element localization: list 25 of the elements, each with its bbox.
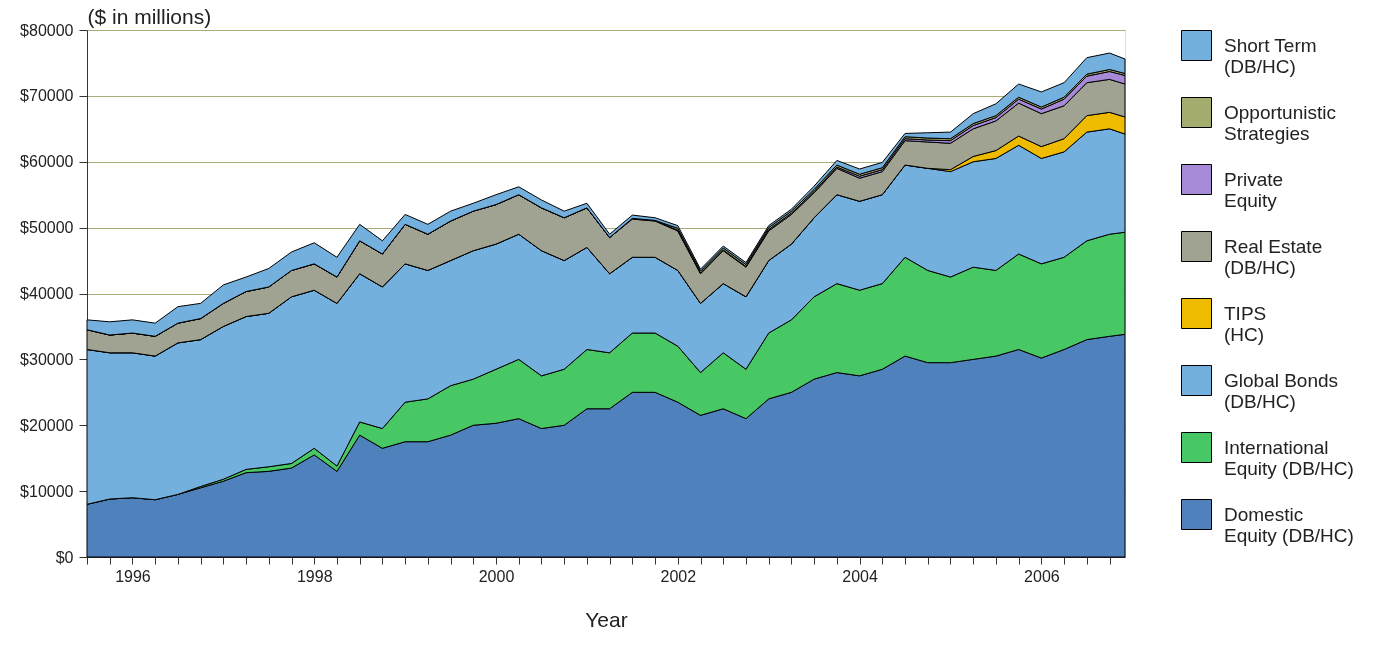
x-tick-label: 2000 (478, 567, 515, 585)
legend-label: Private Equity (1224, 168, 1284, 211)
legend-label: Short Term (DB/HC) (1224, 34, 1317, 77)
y-tick-label: $40000 (20, 285, 74, 302)
y-tick-label: $50000 (20, 219, 74, 237)
y-tick-label: $30000 (20, 350, 74, 368)
x-tick-label: 2002 (660, 567, 697, 585)
legend-label: TIPS (HC) (1224, 302, 1267, 345)
x-tick-label: 1998 (296, 567, 333, 585)
x-tick-label: 1996 (115, 567, 151, 585)
y-tick-label: $60000 (20, 153, 74, 171)
y-tick-label: $20000 (20, 416, 74, 434)
y-tick-label: $0 (55, 548, 74, 566)
legend-label: Real Estate (DB/HC) (1224, 235, 1323, 278)
x-tick-label: 2006 (1024, 567, 1060, 585)
y-tick-label: $80000 (20, 21, 74, 39)
legend-label: International Equity (DB/HC) (1224, 436, 1354, 479)
y-tick-label: $10000 (20, 482, 74, 500)
x-axis-title: Year (585, 607, 628, 631)
legend-label: Global Bonds (DB/HC) (1224, 369, 1339, 412)
y-tick-label: $70000 (20, 87, 74, 105)
x-tick-label: 2004 (842, 567, 878, 585)
legend-label: Domestic Equity (DB/HC) (1224, 503, 1354, 546)
legend-label: Opportunistic Strategies (1224, 101, 1336, 144)
y-axis-title: ($ in millions) (87, 4, 212, 28)
